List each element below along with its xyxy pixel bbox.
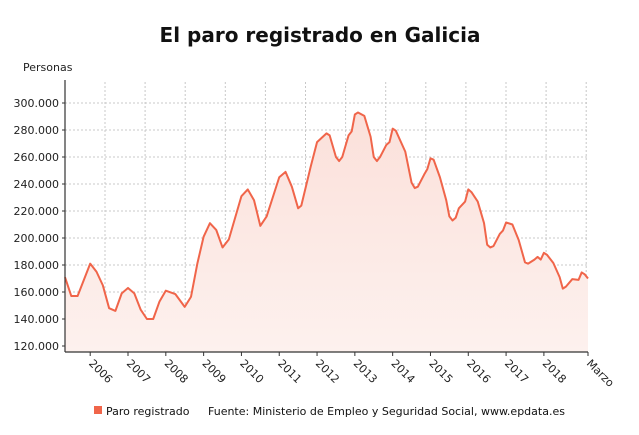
y-tick-label: 180.000 [14, 259, 60, 272]
source-text: Fuente: Ministerio de Empleo y Seguridad… [208, 405, 565, 418]
x-tick-label: 2010 [237, 357, 266, 386]
x-tick-label: 2017 [502, 357, 531, 386]
x-tick-label: 2012 [313, 357, 342, 386]
x-tick-label: 2014 [389, 357, 418, 386]
x-tick-label: 2018 [540, 357, 569, 386]
x-tick-label: 2008 [162, 357, 191, 386]
axes [64, 80, 588, 353]
x-tick-label: 2013 [351, 357, 380, 386]
x-tick-label: 2007 [124, 357, 153, 386]
y-tick-labels: 120.000 140.000 160.000 180.000 200.000 220.0… [14, 97, 65, 353]
x-tick-label: 2009 [200, 357, 229, 386]
y-tick-label: 120.000 [14, 340, 60, 353]
y-tick-label: 160.000 [14, 286, 60, 299]
y-tick-label: 280.000 [14, 124, 60, 137]
x-tick-label: 2006 [86, 357, 115, 386]
y-tick-label: 220.000 [14, 205, 60, 218]
chart-title: El paro registrado en Galicia [160, 23, 481, 47]
series-area [65, 112, 588, 352]
x-tick-label: 2011 [275, 357, 304, 386]
y-axis-label: Personas [23, 61, 73, 74]
legend-swatch [94, 406, 102, 414]
legend-label: Paro registrado [106, 405, 190, 418]
y-tick-label: 300.000 [14, 97, 60, 110]
y-tick-label: 240.000 [14, 178, 60, 191]
x-tick-labels: 2006 2007 2008 2009 2010 2011 2012 2013 2014 2015… [86, 352, 617, 390]
x-tick-label: 2016 [464, 357, 493, 386]
y-tick-label: 260.000 [14, 151, 60, 164]
y-tick-label: 140.000 [14, 313, 60, 326]
x-tick-label: Marzo [584, 357, 617, 390]
x-tick-label: 2015 [426, 357, 455, 386]
series-line [64, 111, 589, 320]
y-tick-label: 200.000 [14, 232, 60, 245]
